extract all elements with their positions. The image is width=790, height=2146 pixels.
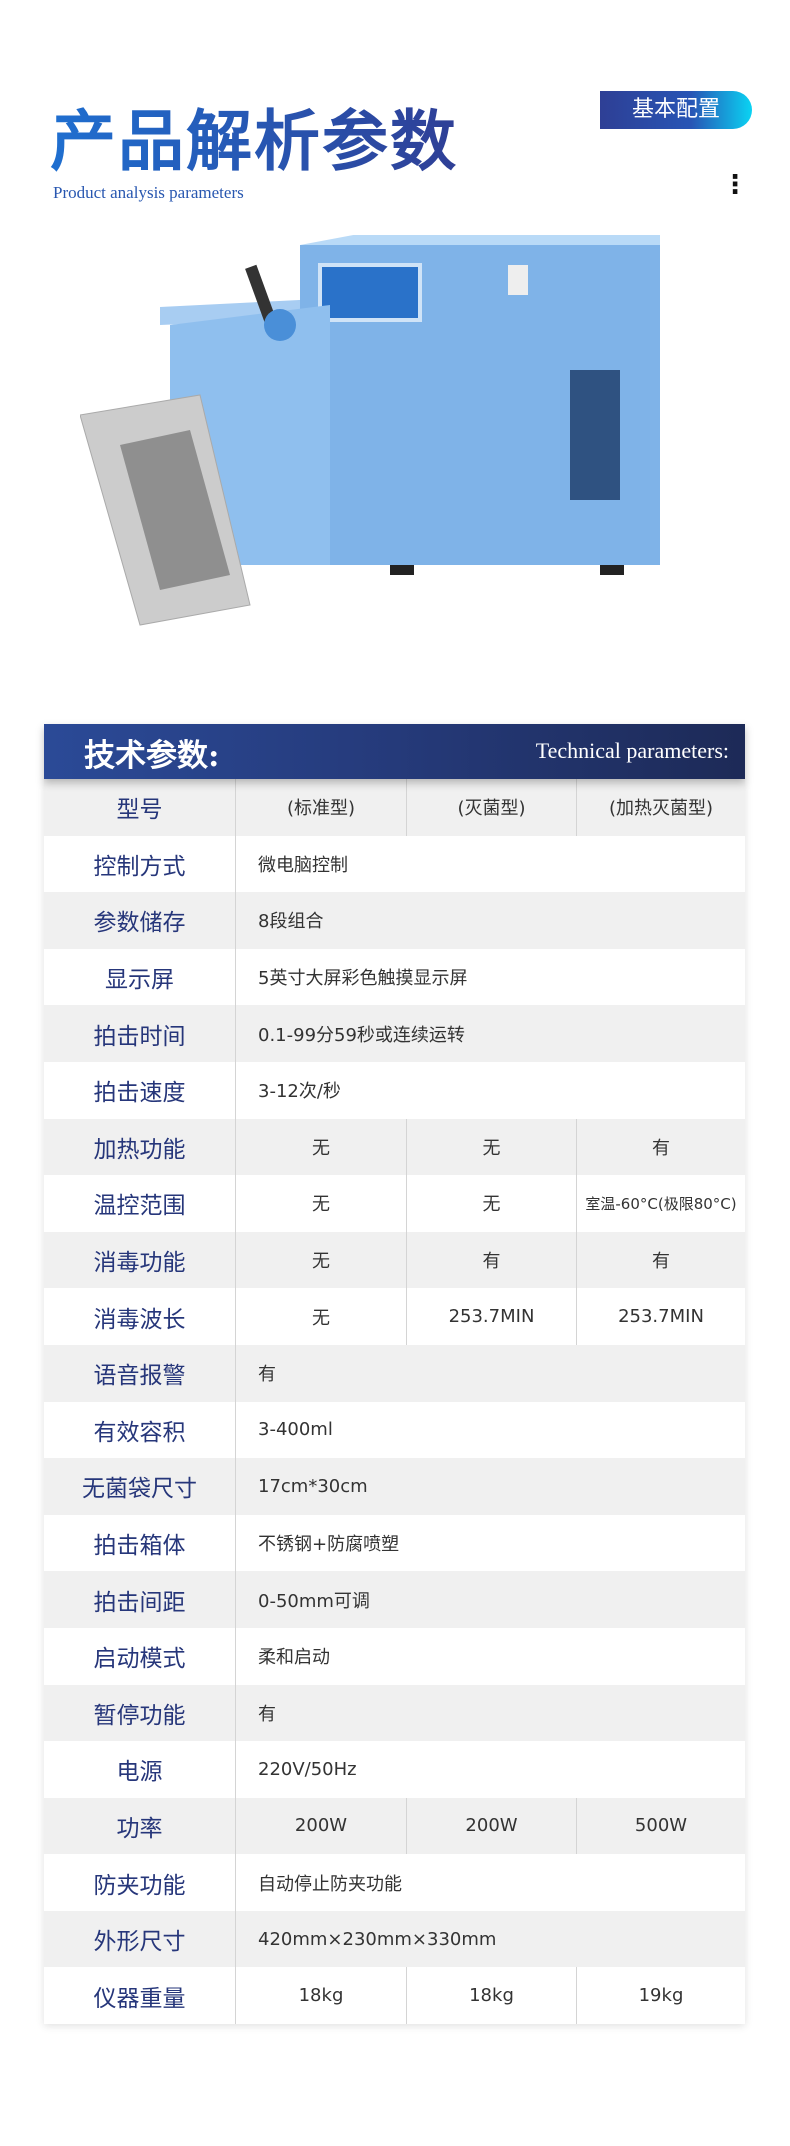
cell-value: 0-50mm可调 — [258, 1590, 370, 1612]
cell-value: 有 — [258, 1364, 276, 1386]
row-label: 功率 — [44, 1797, 236, 1855]
row-label: 拍击速度 — [44, 1061, 236, 1119]
row-label: 外形尺寸 — [44, 1910, 236, 1968]
table-row: 加热功能无无有 — [44, 1118, 745, 1176]
cell-value: 有 — [258, 1703, 276, 1725]
table-row: 控制方式 微电脑控制 — [44, 835, 745, 893]
cell-value: 无 — [312, 1251, 330, 1273]
table-row: 消毒波长 无 253.7MIN 253.7MIN — [44, 1288, 745, 1345]
cell-value: 无 — [312, 1307, 330, 1329]
basic-config-badge[interactable]: 基本配置 — [600, 91, 752, 129]
row-label: 消毒功能 — [44, 1231, 236, 1289]
table-row: 拍击时间 0.1-99分59秒或连续运转 — [44, 1005, 745, 1062]
cell-value: 200W — [406, 1797, 576, 1855]
table-row: 启动模式 柔和启动 — [44, 1627, 745, 1685]
table-row: 仪器重量 18kg 18kg 19kg — [44, 1967, 745, 2025]
row-label: 拍击箱体 — [44, 1514, 236, 1572]
table-row: 功率 200W 200W 500W — [44, 1797, 745, 1855]
cell-value: 3-12次/秒 — [258, 1081, 341, 1103]
cell-value: 0.1-99分59秒或连续运转 — [258, 1024, 465, 1046]
tech-params-title-cn: 技术参数: — [84, 738, 220, 774]
cell-value: (灭菌型) — [406, 779, 576, 836]
cell-value: 253.7MIN — [576, 1288, 745, 1345]
table-row: 拍击箱体 不锈钢+防腐喷塑 — [44, 1514, 745, 1572]
row-label: 参数储存 — [44, 892, 236, 949]
cell-value: 200W — [294, 1815, 348, 1837]
table-row: 显示屏 5英寸大屏彩色触摸显示屏 — [44, 948, 745, 1006]
row-label: 拍击间距 — [44, 1571, 236, 1628]
cell-value: 18kg — [406, 1967, 576, 2025]
cell-value: 柔和启动 — [258, 1647, 330, 1669]
row-label: 拍击时间 — [44, 1005, 236, 1062]
row-label: 启动模式 — [44, 1627, 236, 1685]
cell-value: 无 — [406, 1118, 576, 1176]
row-label: 消毒波长 — [44, 1288, 236, 1345]
cell-value: 室温-60°C(极限80°C) — [576, 1175, 745, 1232]
table-row: 参数储存 8段组合 — [44, 892, 745, 949]
page-subtitle: Product analysis parameters — [53, 183, 244, 202]
row-label: 仪器重量 — [44, 1967, 236, 2025]
table-row: 语音报警有 — [44, 1344, 745, 1402]
row-label: 语音报警 — [44, 1344, 236, 1402]
table-row: 有效容积 3-400ml — [44, 1401, 745, 1459]
vertical-dots-icon[interactable]: ⋮ — [722, 170, 748, 200]
cell-value: 253.7MIN — [406, 1288, 576, 1345]
row-label: 防夹功能 — [44, 1854, 236, 1911]
cell-value: (标准型) — [286, 798, 356, 820]
product-image — [80, 235, 660, 626]
cell-value: 有 — [576, 1231, 745, 1289]
cell-value: 无 — [406, 1175, 576, 1232]
page-title: 产品解析参数 — [50, 88, 458, 184]
cell-value: 微电脑控制 — [258, 854, 348, 876]
row-label: 控制方式 — [44, 835, 236, 893]
cell-value: 17cm*30cm — [258, 1475, 368, 1497]
row-label: 暂停功能 — [44, 1684, 236, 1742]
cell-value: 18kg — [298, 1985, 344, 2007]
cell-value: 有 — [576, 1118, 745, 1176]
row-label: 无菌袋尺寸 — [44, 1458, 236, 1515]
row-label: 温控范围 — [44, 1175, 236, 1232]
row-label: 加热功能 — [44, 1118, 236, 1176]
cell-value: 500W — [576, 1797, 745, 1855]
row-label: 显示屏 — [44, 948, 236, 1006]
tech-params-header: 技术参数: Technical parameters: — [44, 724, 745, 779]
cell-value: 不锈钢+防腐喷塑 — [258, 1534, 400, 1556]
row-label: 电源 — [44, 1741, 236, 1798]
cell-value: 无 — [312, 1137, 330, 1159]
row-label: 有效容积 — [44, 1401, 236, 1459]
touch-screen — [318, 263, 422, 322]
row-label: 型号 — [44, 779, 236, 836]
table-row: 型号 (标准型) (灭菌型) (加热灭菌型) — [44, 779, 745, 836]
cell-value: 自动停止防夹功能 — [258, 1873, 402, 1895]
cell-value: 3-400ml — [258, 1419, 333, 1441]
cell-value: (加热灭菌型) — [576, 779, 745, 836]
table-row: 外形尺寸 420mm×230mm×330mm — [44, 1910, 745, 1968]
cell-value: 无 — [312, 1194, 330, 1216]
table-row: 暂停功能有 — [44, 1684, 745, 1742]
table-row: 无菌袋尺寸 17cm*30cm — [44, 1458, 745, 1515]
cell-value: 420mm×230mm×330mm — [258, 1928, 497, 1950]
table-row: 温控范围无无室温-60°C(极限80°C) — [44, 1175, 745, 1232]
table-row: 拍击速度 3-12次/秒 — [44, 1061, 745, 1119]
cell-value: 19kg — [576, 1967, 745, 2025]
cell-value: 有 — [406, 1231, 576, 1289]
table-row: 防夹功能 自动停止防夹功能 — [44, 1854, 745, 1911]
table-row: 电源 220V/50Hz — [44, 1741, 745, 1798]
table-row: 消毒功能 无 有有 — [44, 1231, 745, 1289]
tech-params-table: 型号 (标准型) (灭菌型) (加热灭菌型) 控制方式 微电脑控制 参数储存 8段组合 显示屏 5… — [44, 779, 745, 2025]
cell-value: 5英寸大屏彩色触摸显示屏 — [258, 968, 468, 990]
tech-params-title-en: Technical parameters: — [535, 738, 729, 763]
cell-value: 8段组合 — [258, 911, 324, 933]
cell-value: 220V/50Hz — [258, 1758, 357, 1780]
table-row: 拍击间距 0-50mm可调 — [44, 1571, 745, 1628]
